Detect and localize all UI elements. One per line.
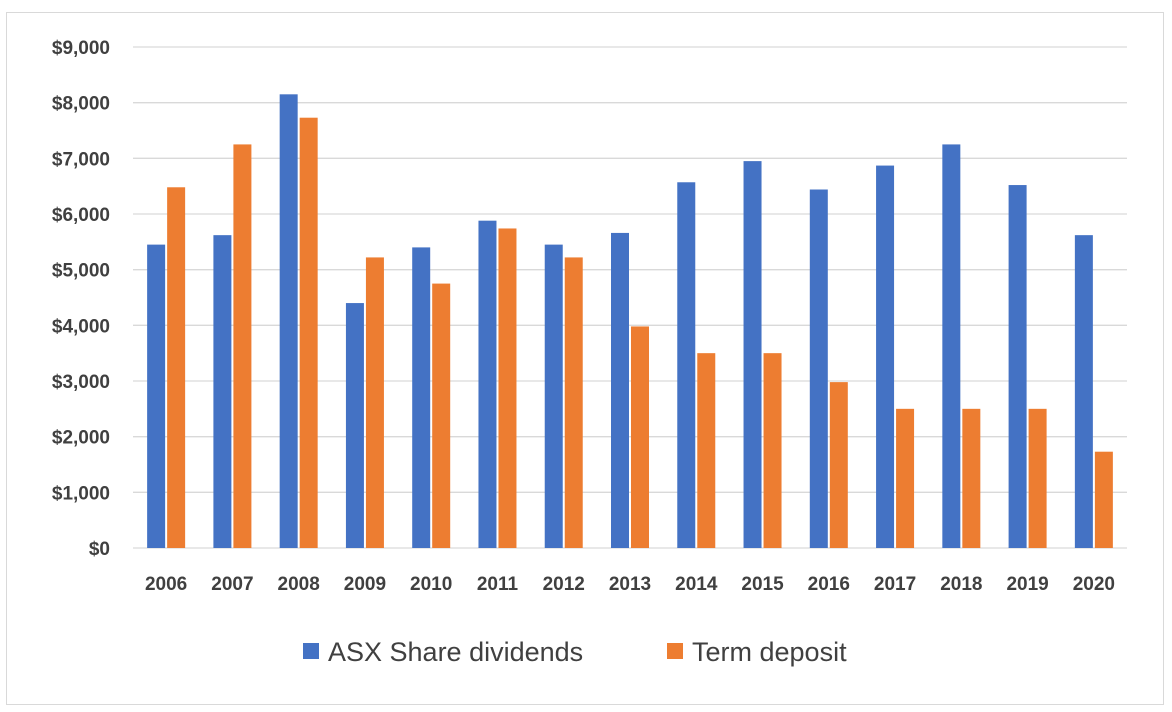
bar-asx-share-dividends-2017 xyxy=(876,165,895,548)
y-tick-label: $6,000 xyxy=(52,205,110,226)
x-tick-label: 2006 xyxy=(145,574,187,595)
legend-label: ASX Share dividends xyxy=(328,637,583,667)
bar-term-deposit-2015 xyxy=(763,353,782,548)
bar-asx-share-dividends-2020 xyxy=(1074,235,1093,549)
bar-asx-share-dividends-2013 xyxy=(611,232,629,548)
x-axis-tick-labels: 2006 2007 2008 2009 2010 2011 2012 2013 2014 2015… xyxy=(145,574,1115,595)
bar-asx-share-dividends-2019 xyxy=(1008,185,1027,548)
y-tick-label: $9,000 xyxy=(52,38,110,59)
bar-asx-share-dividends-2008 xyxy=(279,94,298,549)
bar-asx-share-dividends-2009 xyxy=(345,303,364,548)
x-tick-label: 2019 xyxy=(1006,574,1048,595)
y-tick-label: $8,000 xyxy=(52,94,110,115)
y-tick-label: $5,000 xyxy=(52,261,110,282)
y-tick-label: $7,000 xyxy=(52,149,110,170)
bar-term-deposit-2020 xyxy=(1094,451,1113,548)
gridlines xyxy=(133,46,1127,549)
x-tick-label: 2009 xyxy=(344,574,386,595)
bar-asx-share-dividends-2016 xyxy=(809,189,828,549)
bar-asx-share-dividends-2015 xyxy=(743,161,762,548)
bar-term-deposit-2011 xyxy=(498,228,517,548)
y-tick-label: $2,000 xyxy=(52,428,110,449)
y-tick-label: $4,000 xyxy=(52,316,110,337)
x-tick-label: 2011 xyxy=(477,574,519,595)
bar-term-deposit-2006 xyxy=(167,187,186,548)
bar-asx-share-dividends-2012 xyxy=(544,244,563,548)
bar-term-deposit-2008 xyxy=(299,117,318,549)
y-axis-tick-labels: $0 $1,000 $2,000 $3,000 $4,000 $5,000 $6,000 $7… xyxy=(52,38,110,560)
bar-term-deposit-2014 xyxy=(697,353,716,548)
x-tick-label: 2015 xyxy=(741,574,784,595)
legend-swatch xyxy=(303,643,319,659)
legend-label: Term deposit xyxy=(692,637,847,667)
x-tick-label: 2012 xyxy=(543,574,585,595)
y-tick-label: $3,000 xyxy=(52,372,110,393)
bar-asx-share-dividends-2011 xyxy=(478,220,497,548)
x-tick-label: 2017 xyxy=(874,574,916,595)
x-tick-label: 2014 xyxy=(675,574,718,595)
bar-asx-share-dividends-2006 xyxy=(147,244,166,548)
x-tick-label: 2018 xyxy=(940,574,982,595)
x-tick-label: 2016 xyxy=(808,574,850,595)
x-tick-label: 2020 xyxy=(1073,574,1115,595)
legend-swatch xyxy=(667,643,683,659)
x-tick-label: 2013 xyxy=(609,574,651,595)
chart-frame xyxy=(6,12,1164,705)
bar-term-deposit-2019 xyxy=(1028,408,1047,548)
bar-asx-share-dividends-2007 xyxy=(213,235,232,549)
bar-term-deposit-2017 xyxy=(896,408,915,548)
x-tick-label: 2010 xyxy=(410,574,452,595)
bar-term-deposit-2018 xyxy=(962,408,981,548)
bar-asx-share-dividends-2010 xyxy=(412,247,431,548)
bar-term-deposit-2012 xyxy=(564,257,583,548)
bar-asx-share-dividends-2018 xyxy=(942,144,961,548)
bar-term-deposit-2016 xyxy=(829,382,848,548)
x-tick-label: 2007 xyxy=(211,574,253,595)
bar-term-deposit-2010 xyxy=(432,283,451,548)
y-tick-label: $0 xyxy=(89,539,110,560)
x-tick-label: 2008 xyxy=(278,574,320,595)
bars xyxy=(147,94,1113,549)
bar-term-deposit-2007 xyxy=(233,144,252,548)
bar-term-deposit-2013 xyxy=(631,326,649,548)
y-tick-label: $1,000 xyxy=(52,483,110,504)
bar-asx-share-dividends-2014 xyxy=(677,182,696,548)
legend: ASX Share dividends Term deposit xyxy=(303,637,847,667)
bar-term-deposit-2009 xyxy=(365,257,384,548)
